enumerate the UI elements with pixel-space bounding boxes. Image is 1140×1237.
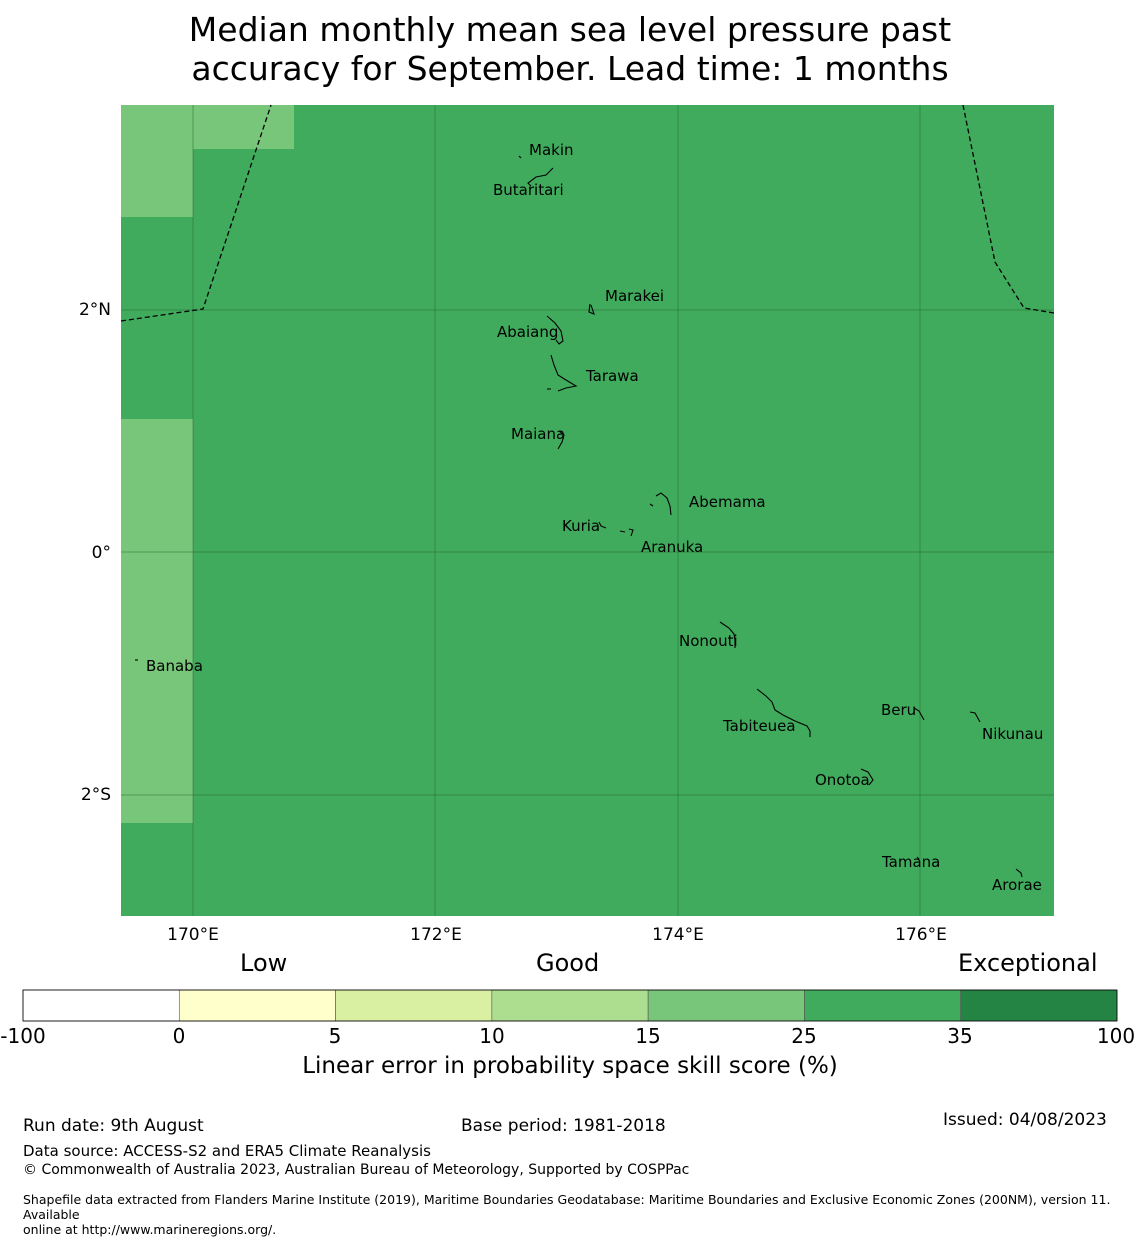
island-shape-arorae: [1015, 868, 1023, 878]
island-label-nonouti: Nonouti: [679, 632, 738, 650]
colorbar-tick: -100: [0, 1024, 46, 1048]
copyright: © Commonwealth of Australia 2023, Austra…: [23, 1162, 690, 1178]
gridlines: [121, 105, 1054, 916]
island-shape-tarawa: [547, 354, 578, 392]
colorbar-tick: 5: [328, 1024, 342, 1048]
issued-date: Issued: 04/08/2023: [943, 1110, 1107, 1130]
island-label-beru: Beru: [881, 701, 916, 719]
island-shape-butaritari: [527, 167, 554, 187]
island-label-banaba: Banaba: [146, 657, 203, 675]
map-background: [121, 105, 1054, 916]
island-label-tamana: Tamana: [881, 853, 940, 871]
island-label-arorae: Arorae: [992, 876, 1042, 894]
colorbar-tick: 0: [172, 1024, 186, 1048]
title-line-2: accuracy for September. Lead time: 1 mon…: [191, 49, 949, 88]
island-shape-abemama: [649, 492, 672, 516]
island-label-nikunau: Nikunau: [982, 725, 1043, 743]
island-label-makin: Makin: [529, 141, 574, 159]
island-label-abaiang: Abaiang: [497, 323, 558, 341]
lat-tick-2n: 2°N: [79, 300, 111, 320]
eez-boundary-east: [962, 104, 1055, 314]
island-label-abemama: Abemama: [689, 493, 766, 511]
axis-labels: 170°E 172°E 174°E 176°E 2°N 0° 2°S: [79, 300, 947, 945]
island-shape-nikunau: [969, 711, 981, 723]
island-shape-makin: [518, 155, 522, 159]
colorbar-segment: [335, 989, 493, 1022]
shapefile-credit-line-1: Shapefile data extracted from Flanders M…: [23, 1192, 1111, 1222]
lon-tick-172e: 172°E: [410, 925, 462, 945]
base-period: Base period: 1981-2018: [461, 1116, 666, 1136]
colorbar-tick: 15: [635, 1024, 661, 1048]
colorbar-segment: [804, 989, 962, 1022]
category-low: Low: [240, 949, 288, 977]
category-good: Good: [536, 949, 600, 977]
island-outlines: [135, 155, 1023, 878]
skill-cell: [121, 419, 193, 823]
eez-boundaries: [120, 104, 1055, 322]
colorbar-segment: [960, 989, 1118, 1022]
map-plot-area: [121, 105, 1054, 916]
island-label-aranuka: Aranuka: [641, 538, 703, 556]
lon-tick-170e: 170°E: [167, 925, 219, 945]
island-label-kuria: Kuria: [562, 517, 600, 535]
colorbar-tick: 100: [1096, 1024, 1136, 1048]
lat-tick-2s: 2°S: [81, 785, 111, 805]
island-label-tabiteuea: Tabiteuea: [722, 717, 796, 735]
island-shape-tamana: [916, 856, 920, 860]
island-label-onotoa: Onotoa: [815, 771, 870, 789]
island-shape-onotoa: [860, 768, 874, 786]
colorbar: [22, 989, 1118, 1022]
island-shape-maiana: [557, 430, 565, 450]
colorbar-tick: 25: [791, 1024, 817, 1048]
colorbar-tick: 35: [947, 1024, 973, 1048]
colorbar-frame: [22, 989, 1118, 1022]
island-shape-abaiang: [546, 315, 564, 345]
island-label-butaritari: Butaritari: [493, 181, 564, 199]
eez-boundary-west: [120, 104, 272, 322]
island-shape-tabiteuea: [756, 688, 811, 737]
run-date: Run date: 9th August: [23, 1116, 204, 1136]
colorbar-segment: [22, 989, 180, 1022]
lon-tick-174e: 174°E: [652, 925, 704, 945]
island-shape-kuria: [598, 521, 607, 529]
lat-tick-0: 0°: [92, 543, 111, 563]
skill-cell: [121, 105, 193, 217]
island-labels: Makin Butaritari Marakei Abaiang Tarawa …: [146, 141, 1043, 894]
colorbar-label: Linear error in probability space skill …: [302, 1053, 838, 1079]
title-line-1: Median monthly mean sea level pressure p…: [188, 10, 952, 49]
skill-cell: [193, 105, 294, 149]
map-title: Median monthly mean sea level pressure p…: [0, 10, 1140, 88]
island-shape-beru: [913, 707, 925, 721]
island-shape-aranuka: [619, 528, 634, 537]
island-shape-nonouti: [719, 621, 736, 648]
island-shape-marakei: [588, 303, 595, 315]
category-exceptional: Exceptional: [958, 949, 1098, 977]
shapefile-credit: Shapefile data extracted from Flanders M…: [23, 1192, 1135, 1237]
island-label-maiana: Maiana: [511, 425, 565, 443]
colorbar-segment: [178, 989, 336, 1022]
island-label-tarawa: Tarawa: [585, 367, 639, 385]
colorbar-segment: [491, 989, 649, 1022]
island-label-marakei: Marakei: [605, 287, 664, 305]
colorbar-tick: 10: [479, 1024, 505, 1048]
colorbar-segment: [647, 989, 805, 1022]
data-source: Data source: ACCESS-S2 and ERA5 Climate …: [23, 1142, 431, 1160]
lon-tick-176e: 176°E: [895, 925, 947, 945]
